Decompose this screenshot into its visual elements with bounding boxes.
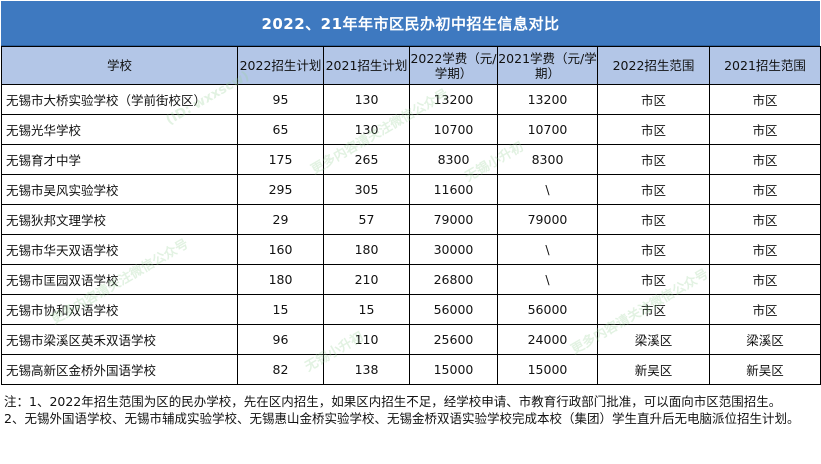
range-2021-cell: 市区 (709, 114, 821, 145)
header-range-2022: 2022招生范围 (597, 46, 710, 85)
school-name-cell: 无锡市梁溪区英禾双语学校 (1, 324, 238, 355)
plan-2022-cell: 15 (237, 294, 324, 325)
school-name-cell: 无锡狄邦文理学校 (1, 204, 238, 235)
fee-2021-cell: 8300 (497, 144, 598, 175)
range-2022-cell: 市区 (597, 84, 710, 115)
range-2021-cell: 市区 (709, 84, 821, 115)
school-name-cell: 无锡高新区金桥外国语学校 (1, 354, 238, 385)
comparison-table: 学校 2022招生计划 2021招生计划 2022学费（元/学期） 2021学费… (1, 46, 821, 385)
plan-2021-cell: 180 (323, 234, 410, 265)
school-name-cell: 无锡市协和双语学校 (1, 294, 238, 325)
plan-2022-cell: 65 (237, 114, 324, 145)
plan-2021-cell: 130 (323, 114, 410, 145)
table-row: 无锡育才中学 175 265 8300 8300 市区 市区 (1, 144, 821, 175)
fee-2022-cell: 11600 (409, 174, 498, 205)
range-2022-cell: 市区 (597, 174, 710, 205)
header-fee-2021: 2021学费（元/学期） (497, 46, 598, 85)
range-2022-cell: 市区 (597, 264, 710, 295)
plan-2022-cell: 29 (237, 204, 324, 235)
plan-2022-cell: 160 (237, 234, 324, 265)
table-row: 无锡市华天双语学校 160 180 30000 \ 市区 市区 (1, 234, 821, 265)
fee-2021-cell: 13200 (497, 84, 598, 115)
table-title: 2022、21年年市区民办初中招生信息对比 (1, 1, 820, 46)
plan-2022-cell: 95 (237, 84, 324, 115)
plan-2021-cell: 265 (323, 144, 410, 175)
header-fee-2022: 2022学费（元/学期） (409, 46, 498, 85)
fee-2021-cell: 15000 (497, 354, 598, 385)
fee-2021-cell: \ (497, 264, 598, 295)
school-name-cell: 无锡市吴风实验学校 (1, 174, 238, 205)
range-2021-cell: 市区 (709, 294, 821, 325)
fee-2022-cell: 30000 (409, 234, 498, 265)
range-2021-cell: 市区 (709, 174, 821, 205)
header-range-2021: 2021招生范围 (709, 46, 821, 85)
range-2021-cell: 市区 (709, 234, 821, 265)
plan-2021-cell: 57 (323, 204, 410, 235)
plan-2022-cell: 175 (237, 144, 324, 175)
footnote-2: 2、无锡外国语学校、无锡市辅成实验学校、无锡惠山金桥实验学校、无锡金桥双语实验学… (4, 411, 800, 426)
school-name-cell: 无锡市华天双语学校 (1, 234, 238, 265)
fee-2021-cell: 56000 (497, 294, 598, 325)
header-school: 学校 (1, 46, 238, 85)
fee-2021-cell: 79000 (497, 204, 598, 235)
table-row: 无锡高新区金桥外国语学校 82 138 15000 15000 新吴区 新吴区 (1, 354, 821, 385)
fee-2022-cell: 56000 (409, 294, 498, 325)
range-2021-cell: 市区 (709, 144, 821, 175)
plan-2022-cell: 180 (237, 264, 324, 295)
range-2022-cell: 市区 (597, 294, 710, 325)
range-2022-cell: 新吴区 (597, 354, 710, 385)
header-plan-2021: 2021招生计划 (323, 46, 410, 85)
range-2022-cell: 市区 (597, 144, 710, 175)
fee-2022-cell: 25600 (409, 324, 498, 355)
range-2021-cell: 新吴区 (709, 354, 821, 385)
range-2022-cell: 市区 (597, 114, 710, 145)
range-2022-cell: 市区 (597, 204, 710, 235)
fee-2022-cell: 26800 (409, 264, 498, 295)
table-row: 无锡市吴风实验学校 295 305 11600 \ 市区 市区 (1, 174, 821, 205)
plan-2021-cell: 138 (323, 354, 410, 385)
plan-2022-cell: 295 (237, 174, 324, 205)
header-row: 学校 2022招生计划 2021招生计划 2022学费（元/学期） 2021学费… (1, 46, 821, 85)
footnotes: 注：1、2022年招生范围为区的民办学校，先在区内招生，如果区内招生不足，经学校… (1, 391, 820, 427)
fee-2022-cell: 13200 (409, 84, 498, 115)
fee-2021-cell: \ (497, 234, 598, 265)
range-2021-cell: 市区 (709, 264, 821, 295)
fee-2022-cell: 79000 (409, 204, 498, 235)
table-row: 无锡市匡园双语学校 180 210 26800 \ 市区 市区 (1, 264, 821, 295)
header-plan-2022: 2022招生计划 (237, 46, 324, 85)
footnote-1: 注：1、2022年招生范围为区的民办学校，先在区内招生，如果区内招生不足，经学校… (4, 394, 782, 409)
plan-2021-cell: 210 (323, 264, 410, 295)
school-name-cell: 无锡市匡园双语学校 (1, 264, 238, 295)
range-2022-cell: 市区 (597, 234, 710, 265)
table-row: 无锡光华学校 65 130 10700 10700 市区 市区 (1, 114, 821, 145)
table-row: 无锡市梁溪区英禾双语学校 96 110 25600 24000 梁溪区 梁溪区 (1, 324, 821, 355)
table-row: 无锡市协和双语学校 15 15 56000 56000 市区 市区 (1, 294, 821, 325)
plan-2021-cell: 130 (323, 84, 410, 115)
school-name-cell: 无锡市大桥实验学校（学前街校区） (1, 84, 238, 115)
table-row: 无锡狄邦文理学校 29 57 79000 79000 市区 市区 (1, 204, 821, 235)
range-2021-cell: 市区 (709, 204, 821, 235)
plan-2022-cell: 96 (237, 324, 324, 355)
fee-2022-cell: 15000 (409, 354, 498, 385)
plan-2021-cell: 305 (323, 174, 410, 205)
school-name-cell: 无锡光华学校 (1, 114, 238, 145)
fee-2022-cell: 8300 (409, 144, 498, 175)
fee-2021-cell: \ (497, 174, 598, 205)
fee-2021-cell: 24000 (497, 324, 598, 355)
plan-2021-cell: 110 (323, 324, 410, 355)
fee-2021-cell: 10700 (497, 114, 598, 145)
range-2022-cell: 梁溪区 (597, 324, 710, 355)
table-row: 无锡市大桥实验学校（学前街校区） 95 130 13200 13200 市区 市区 (1, 84, 821, 115)
plan-2022-cell: 82 (237, 354, 324, 385)
range-2021-cell: 梁溪区 (709, 324, 821, 355)
school-name-cell: 无锡育才中学 (1, 144, 238, 175)
plan-2021-cell: 15 (323, 294, 410, 325)
fee-2022-cell: 10700 (409, 114, 498, 145)
